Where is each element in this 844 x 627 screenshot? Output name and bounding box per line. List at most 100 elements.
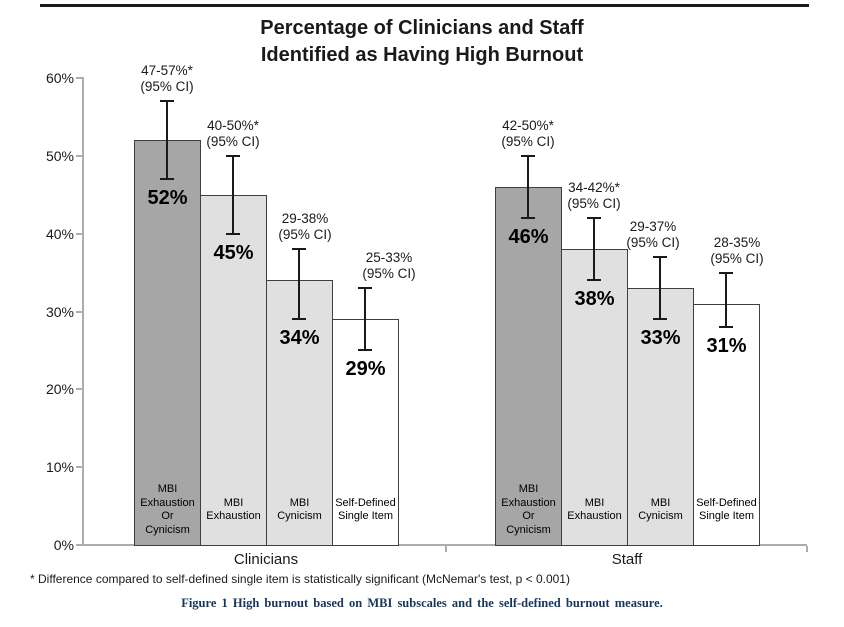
error-bar-cap-top: [292, 248, 306, 251]
ci-95-text: (95% CI): [278, 227, 332, 243]
bar-measure-label-line: Or: [161, 510, 174, 522]
ci-annotation: 42-50%* (95% CI): [473, 118, 583, 150]
error-bar-cap-bottom: [587, 279, 601, 282]
bar-measure-label-line: Cynicism: [277, 510, 322, 522]
bar-measure-label-line: Or: [522, 510, 535, 522]
bar-value-label: 31%: [706, 335, 747, 358]
bar-staff-3: [693, 303, 760, 546]
bar-measure-label-line: Cynicism: [506, 523, 551, 536]
bar-measure-label-line: Exhaustion: [140, 496, 195, 509]
ci-annotation: 25-33% (95% CI): [334, 250, 444, 282]
error-bar-cap-bottom: [521, 217, 535, 220]
bar-value-label: 34%: [279, 327, 320, 350]
bar-clinicians-1: [200, 194, 267, 546]
bar-value-label: 45%: [213, 241, 254, 264]
bar-measure-label-line: MBI: [518, 483, 539, 495]
bar-measure-label: Self-Defined Single Item: [691, 497, 762, 524]
error-bar-cap-bottom: [226, 232, 240, 235]
y-axis-tick: [76, 77, 84, 79]
y-axis-tick: [76, 154, 84, 157]
bar-measure-label: MBI Exhaustion Or Cynicism: [493, 483, 564, 537]
ci-95-text: (95% CI): [626, 235, 680, 251]
error-bar-cap-top: [358, 287, 372, 290]
bar-measure-label-line: Exhaustion: [567, 510, 622, 522]
bar-measure-label-line: Self-Defined: [696, 496, 757, 509]
significance-footnote: * Difference compared to self-defined si…: [30, 572, 570, 586]
bar-value-label: 33%: [640, 327, 681, 350]
bar-measure-label-line: Cynicism: [145, 523, 190, 536]
error-bar-cap-top: [653, 256, 667, 259]
error-bar-cap-bottom: [160, 178, 174, 181]
y-axis-tick-label: 50%: [45, 147, 74, 164]
ci-95-text: (95% CI): [567, 196, 621, 212]
ci-range-text: 40-50%*: [207, 117, 259, 133]
ci-95-text: (95% CI): [710, 250, 764, 266]
bar-measure-label-line: MBI: [289, 496, 310, 509]
bar-measure-label-line: Single Item: [698, 510, 755, 522]
error-bar-line: [166, 101, 168, 180]
chart-title-line-1: Percentage of Clinicians and Staff: [260, 17, 584, 39]
y-axis-tick-label: 60%: [45, 70, 74, 86]
ci-annotation: 47-57%* (95% CI): [112, 63, 222, 95]
error-bar-cap-top: [160, 100, 174, 103]
y-axis-tick-label: 40%: [45, 225, 74, 242]
chart-title: Percentage of Clinicians and Staff Ident…: [0, 15, 844, 69]
bar-staff-0: [495, 186, 562, 546]
error-bar-cap-bottom: [292, 318, 306, 321]
bar-measure-label: MBI Cynicism: [264, 497, 335, 524]
figure-caption: Figure 1 High burnout based on MBI subsc…: [181, 596, 663, 610]
ci-range-text: 29-38%: [281, 211, 329, 227]
bar-measure-label-line: MBI: [157, 483, 178, 495]
y-axis-tick-label: 30%: [45, 303, 74, 320]
ci-95-text: (95% CI): [140, 79, 194, 95]
error-bar-cap-bottom: [358, 349, 372, 352]
bar-measure-label-line: MBI: [584, 496, 605, 509]
error-bar-line: [298, 249, 300, 320]
ci-annotation: 29-37% (95% CI): [598, 219, 708, 251]
error-bar-line: [593, 218, 595, 281]
y-axis-tick: [76, 232, 84, 235]
error-bar-line: [364, 288, 366, 351]
bar-measure-label: MBI Cynicism: [625, 497, 696, 524]
ci-95-text: (95% CI): [501, 133, 555, 149]
ci-range-text: 28-35%: [713, 234, 761, 250]
ci-annotation: 28-35% (95% CI): [682, 235, 792, 267]
bar-measure-label-line: Single Item: [337, 510, 394, 522]
error-bar-cap-top: [587, 217, 601, 220]
y-axis-tick: [76, 310, 84, 313]
bar-value-label: 46%: [508, 226, 549, 249]
bar-measure-label-line: Self-Defined: [335, 496, 396, 509]
ci-range-text: 25-33%: [365, 250, 413, 266]
bar-value-label: 29%: [345, 358, 386, 381]
y-axis-tick: [76, 466, 84, 469]
error-bar-line: [659, 257, 661, 320]
bar-measure-label: MBI Exhaustion Or Cynicism: [132, 483, 203, 537]
bar-measure-label-line: Cynicism: [638, 510, 683, 522]
ci-95-text: (95% CI): [206, 133, 260, 149]
group-label-clinicians: Clinicians: [233, 551, 299, 568]
y-axis-tick: [76, 544, 84, 546]
ci-range-text: 42-50%*: [502, 117, 554, 133]
error-bar-line: [725, 272, 727, 328]
ci-95-text: (95% CI): [362, 266, 416, 282]
bar-staff-2: [627, 288, 694, 546]
bar-clinicians-0: [134, 140, 201, 546]
bar-measure-label: MBI Exhaustion: [198, 497, 269, 524]
y-axis-tick-label: 20%: [45, 381, 74, 398]
error-bar-cap-top: [226, 154, 240, 157]
bar-measure-label: MBI Exhaustion: [559, 497, 630, 524]
bar-measure-label-line: MBI: [650, 496, 671, 509]
bar-measure-label: Self-Defined Single Item: [330, 497, 401, 524]
bar-staff-1: [561, 249, 628, 546]
bar-value-label: 38%: [574, 288, 615, 311]
bar-measure-label-line: Exhaustion: [206, 510, 261, 522]
group-label-staff: Staff: [611, 551, 643, 568]
chart-title-line-2: Identified as Having High Burnout: [260, 44, 584, 66]
error-bar-cap-top: [521, 154, 535, 157]
ci-range-text: 29-37%: [629, 219, 677, 235]
bar-measure-label-line: Exhaustion: [501, 496, 556, 509]
error-bar-line: [527, 155, 529, 219]
ci-annotation: 34-42%* (95% CI): [539, 180, 649, 212]
category-boundary-tick: [806, 546, 808, 552]
